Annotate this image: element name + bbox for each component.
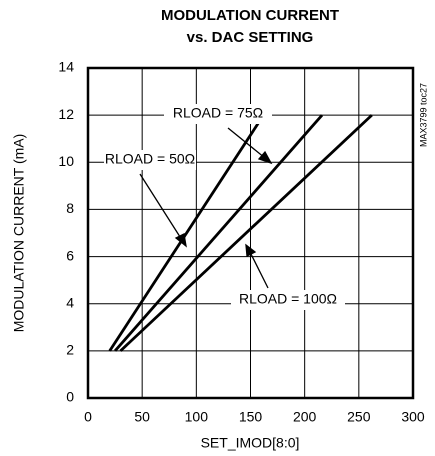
y-tick-label: 8 [66, 200, 74, 216]
label-bg [104, 150, 196, 170]
arrow [249, 251, 269, 289]
arrowhead [245, 243, 257, 258]
line [114, 114, 324, 352]
x-tick-label: 100 [185, 409, 209, 425]
y-tick-label: 2 [66, 342, 74, 358]
arrows [139, 127, 273, 289]
labels: RLOAD = 50Ω RLOAD = 75Ω RLOAD = 100Ω [104, 104, 345, 310]
y-tick-label: 0 [66, 389, 74, 405]
chart-subtitle: vs. DAC SETTING [187, 29, 314, 46]
x-tick-label: 50 [134, 409, 150, 425]
arrowhead [174, 233, 187, 248]
line [108, 114, 265, 352]
chart-title: MODULATION CURRENT [161, 7, 339, 24]
arrow [139, 173, 183, 241]
y-tick-label: 10 [58, 153, 74, 169]
x-axis-label: SET_IMOD[8:0] [201, 435, 300, 451]
arrow [227, 127, 266, 159]
x-tick-label: 150 [239, 409, 263, 425]
y-tick-label: 6 [66, 247, 74, 263]
annotation: MAX3799 toc27 [418, 83, 428, 147]
legend-label: RLOAD = 50Ω [105, 151, 195, 167]
x-tick-label: 300 [401, 409, 425, 425]
y-tick-label: 14 [58, 59, 74, 75]
x-tick-label: 250 [347, 409, 371, 425]
legend-label: RLOAD = 100Ω [239, 291, 337, 307]
y-axis-label: MODULATION CURRENT (mA) [11, 134, 27, 333]
label-bg [231, 290, 345, 310]
y-tick-label: 4 [66, 294, 74, 310]
x-tick-label: 0 [84, 409, 92, 425]
arrowhead [257, 150, 273, 165]
x-tick-label: 200 [293, 409, 317, 425]
line [119, 114, 373, 352]
label-bg [164, 104, 272, 124]
plot-frame [86, 66, 415, 400]
lines [108, 114, 373, 352]
legend-label: RLOAD = 75Ω [173, 105, 263, 121]
y-tick-label: 12 [58, 106, 74, 122]
